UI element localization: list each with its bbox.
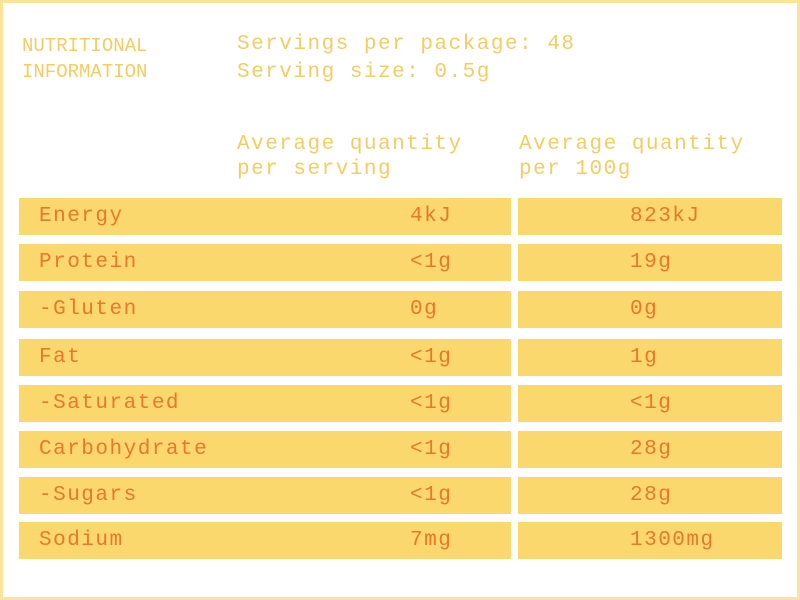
- column-header-line: Average quantity: [237, 133, 463, 156]
- row-cell: 823kJ: [518, 198, 782, 235]
- per-100g-value: 19g: [630, 251, 673, 274]
- row-cell: Protein <1g: [19, 244, 511, 281]
- row-cell: 1300mg: [518, 522, 782, 559]
- per-100g-value: 28g: [630, 438, 673, 461]
- nutrient-name: -Sugars: [39, 484, 138, 507]
- per-100g-value: 0g: [630, 298, 659, 321]
- per-100g-value: 1300mg: [630, 529, 715, 552]
- row-cell: Sodium 7mg: [19, 522, 511, 559]
- nutrient-name: Energy: [39, 205, 124, 228]
- nutrient-name: Sodium: [39, 529, 124, 552]
- panel-title: NUTRITIONAL INFORMATION: [22, 33, 147, 85]
- nutrient-name: Carbohydrate: [39, 438, 209, 461]
- column-header-line: per 100g: [519, 158, 632, 181]
- title-line: INFORMATION: [22, 61, 148, 83]
- row-cell: 28g: [518, 431, 782, 468]
- per-100g-value: 823kJ: [630, 205, 701, 228]
- row-cell: Fat <1g: [19, 339, 511, 376]
- servings-line: Servings per package: 48: [237, 33, 576, 56]
- column-header-line: Average quantity: [519, 133, 745, 156]
- row-cell: Carbohydrate <1g: [19, 431, 511, 468]
- column-header: Average quantity per serving: [237, 132, 463, 182]
- row-cell: -Sugars <1g: [19, 477, 511, 514]
- row-cell: -Saturated <1g: [19, 385, 511, 422]
- nutrient-name: Protein: [39, 251, 138, 274]
- per-serving-value: <1g: [410, 392, 453, 415]
- per-serving-value: <1g: [410, 438, 453, 461]
- per-serving-value: 4kJ: [410, 205, 453, 228]
- title-line: NUTRITIONAL: [22, 35, 148, 57]
- row-cell: 28g: [518, 477, 782, 514]
- per-serving-value: 0g: [410, 298, 439, 321]
- servings-line: Serving size: 0.5g: [237, 61, 491, 84]
- nutrient-name: -Gluten: [39, 298, 138, 321]
- per-100g-value: <1g: [630, 392, 673, 415]
- row-cell: 0g: [518, 291, 782, 328]
- row-cell: Energy 4kJ: [19, 198, 511, 235]
- row-cell: 1g: [518, 339, 782, 376]
- row-cell: 19g: [518, 244, 782, 281]
- per-serving-value: <1g: [410, 484, 453, 507]
- nutrient-name: Fat: [39, 346, 82, 369]
- nutrient-name: -Saturated: [39, 392, 181, 415]
- per-100g-value: 28g: [630, 484, 673, 507]
- per-100g-value: 1g: [630, 346, 659, 369]
- servings-info: Servings per package: 48 Serving size: 0…: [237, 31, 575, 87]
- column-header-line: per serving: [237, 158, 393, 181]
- per-serving-value: 7mg: [410, 529, 453, 552]
- column-header: Average quantity per 100g: [519, 132, 745, 182]
- per-serving-value: <1g: [410, 346, 453, 369]
- row-cell: <1g: [518, 385, 782, 422]
- row-cell: -Gluten 0g: [19, 291, 511, 328]
- per-serving-value: <1g: [410, 251, 453, 274]
